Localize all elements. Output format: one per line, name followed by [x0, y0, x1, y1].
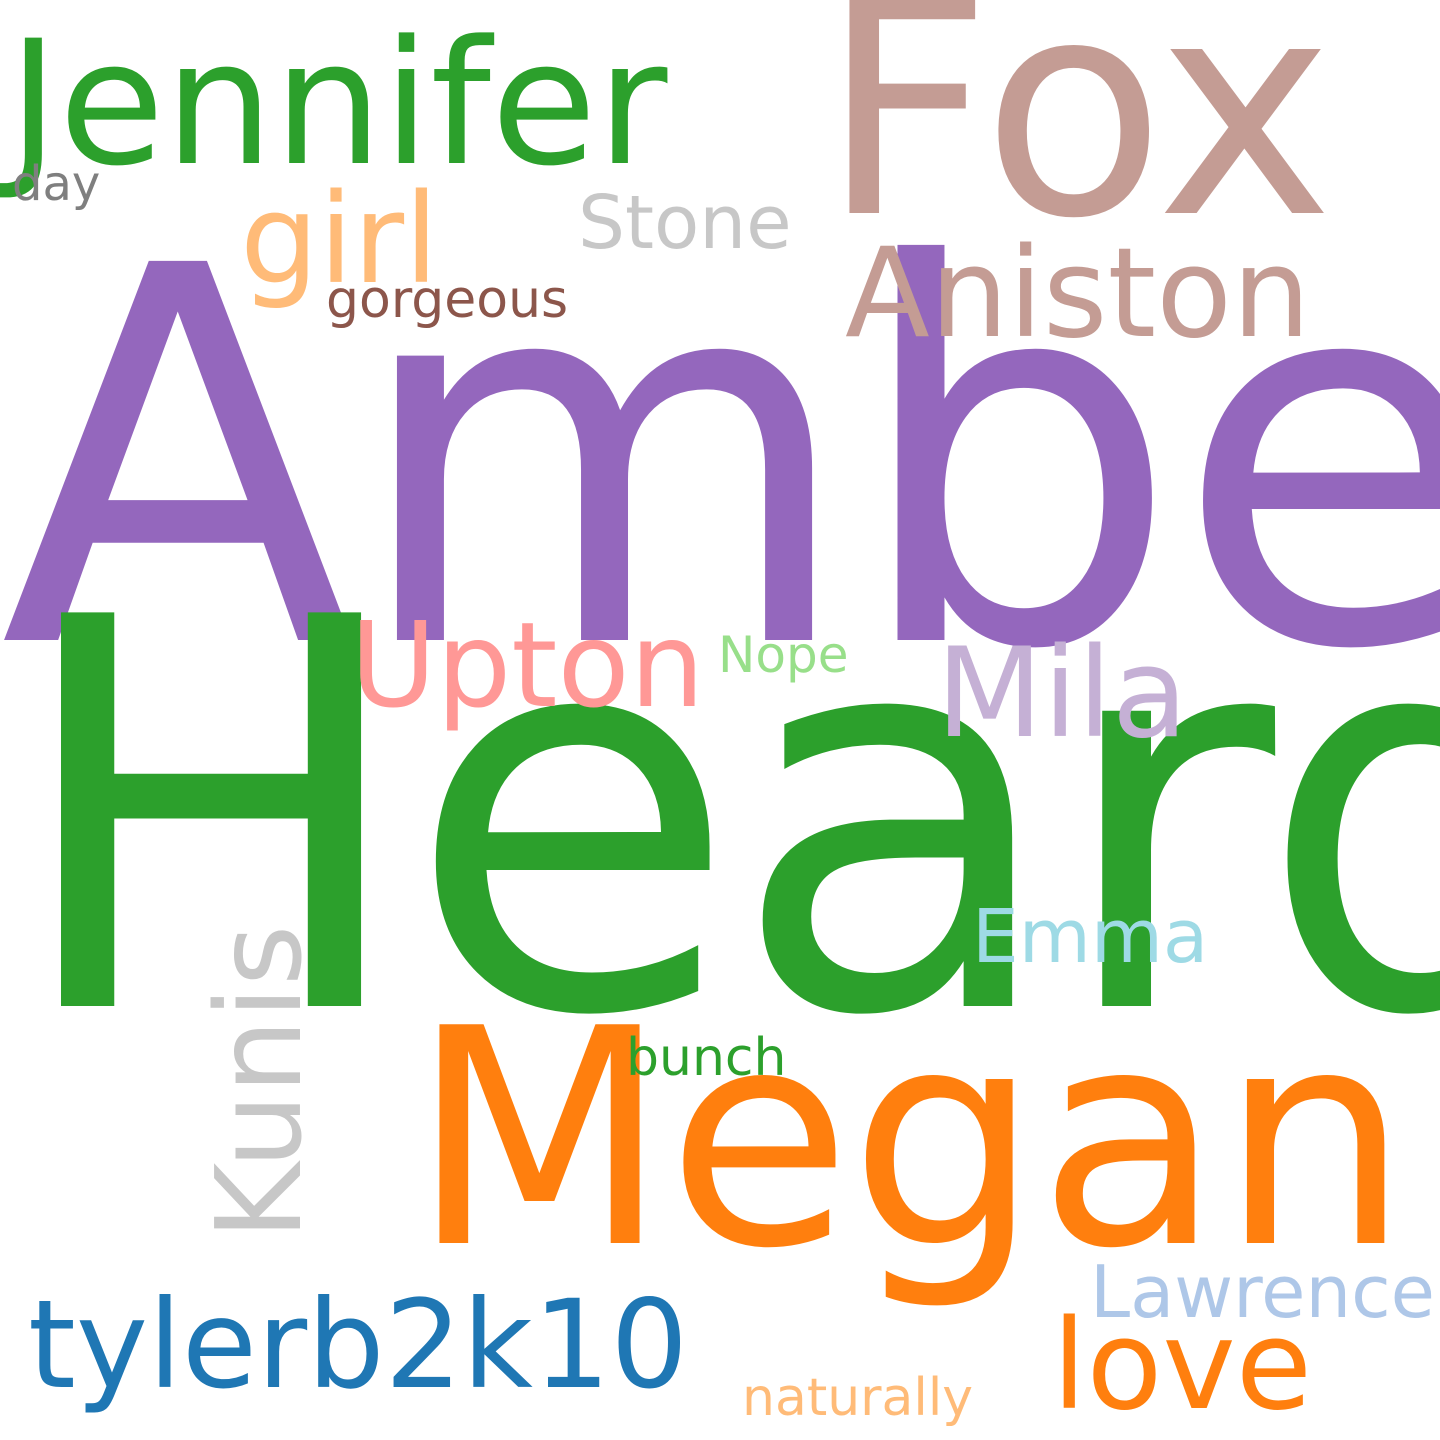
word-day: day	[12, 156, 101, 212]
word-love: love	[1052, 1294, 1312, 1438]
word-amber: Amber	[0, 157, 1440, 763]
word-heard: Heard	[8, 506, 1440, 1134]
word-aniston: Aniston	[845, 222, 1311, 366]
word-bunch: bunch	[626, 1028, 787, 1088]
word-fox: Fox	[820, 0, 1334, 284]
word-megan: Megan	[410, 965, 1410, 1314]
word-tylerb2k10: tylerb2k10	[28, 1274, 689, 1416]
word-stone: Stone	[578, 180, 792, 266]
word-gorgeous: gorgeous	[326, 270, 569, 330]
word-kunis: Kunis	[190, 924, 328, 1240]
word-lawrence: Lawrence	[1090, 1250, 1435, 1334]
word-girl: girl	[240, 168, 439, 312]
word-jennifer: Jennifer	[8, 3, 668, 204]
word-mila: Mila	[936, 622, 1188, 766]
word-naturally: naturally	[742, 1368, 974, 1428]
word-emma: Emma	[972, 894, 1209, 980]
word-upton: Upton	[350, 596, 705, 734]
word-nope: Nope	[718, 626, 849, 684]
